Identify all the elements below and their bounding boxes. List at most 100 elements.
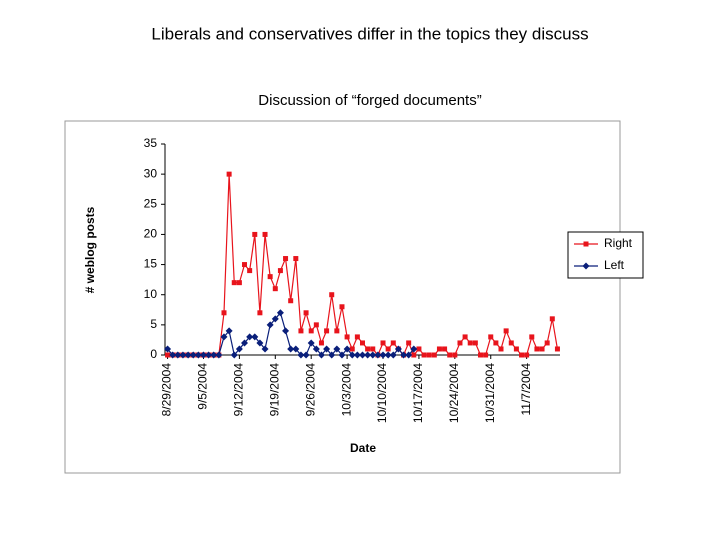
marker — [252, 231, 258, 237]
marker — [199, 351, 207, 359]
y-tick-label: 30 — [144, 166, 158, 180]
y-tick-label: 5 — [150, 317, 157, 331]
marker — [333, 345, 341, 353]
marker — [410, 345, 418, 353]
marker — [554, 346, 560, 352]
marker — [324, 328, 330, 334]
marker — [389, 351, 397, 359]
x-axis-title: Date — [350, 441, 376, 455]
marker — [348, 351, 356, 359]
marker — [169, 351, 177, 359]
marker — [364, 351, 372, 359]
marker — [513, 346, 519, 352]
x-tick-label: 9/19/2004 — [267, 363, 281, 417]
marker — [338, 351, 346, 359]
y-tick-label: 20 — [144, 227, 158, 241]
marker — [374, 351, 382, 359]
marker — [184, 351, 192, 359]
marker — [292, 345, 300, 353]
marker — [384, 351, 392, 359]
marker — [225, 327, 233, 335]
chart-frame — [64, 120, 621, 474]
marker — [344, 334, 350, 340]
marker — [231, 280, 237, 286]
marker — [220, 333, 228, 341]
marker — [318, 340, 324, 346]
marker — [251, 333, 259, 341]
marker — [339, 304, 345, 310]
marker — [369, 351, 377, 359]
marker — [447, 352, 453, 358]
marker — [272, 286, 278, 292]
marker — [194, 351, 202, 359]
marker — [544, 340, 550, 346]
marker — [406, 340, 412, 346]
marker — [165, 352, 171, 358]
marker — [298, 328, 304, 334]
x-tick-label: 8/29/2004 — [160, 363, 174, 417]
y-axis-title: # weblog posts — [83, 206, 97, 293]
marker — [405, 351, 413, 359]
marker — [390, 340, 396, 346]
x-tick-label: 9/26/2004 — [303, 363, 317, 417]
x-tick-label: 10/3/2004 — [339, 363, 353, 417]
marker — [266, 321, 274, 329]
marker — [349, 346, 355, 352]
marker — [467, 340, 473, 346]
marker — [452, 352, 458, 358]
marker — [353, 351, 361, 359]
marker — [323, 345, 331, 353]
marker — [174, 351, 182, 359]
marker — [411, 352, 417, 358]
marker — [385, 346, 391, 352]
marker — [365, 346, 371, 352]
chart-title: Discussion of “forged documents” — [258, 92, 481, 109]
marker — [246, 333, 254, 341]
marker — [256, 339, 264, 347]
marker — [370, 346, 376, 352]
marker — [354, 334, 360, 340]
marker — [221, 310, 227, 316]
marker — [400, 351, 408, 359]
marker — [498, 346, 504, 352]
marker — [524, 352, 530, 358]
marker — [230, 351, 238, 359]
marker — [271, 315, 279, 323]
slide-title: Liberals and conservatives differ in the… — [151, 24, 588, 43]
marker — [247, 268, 253, 274]
marker — [416, 346, 422, 352]
marker — [210, 351, 218, 359]
marker — [380, 340, 386, 346]
marker — [394, 345, 402, 353]
legend-label: Left — [604, 258, 625, 272]
marker — [483, 352, 489, 358]
marker — [328, 351, 336, 359]
marker — [303, 310, 309, 316]
y-tick-label: 35 — [144, 136, 158, 150]
marker — [488, 334, 494, 340]
marker — [549, 316, 555, 322]
marker — [359, 351, 366, 359]
marker — [529, 334, 535, 340]
marker — [283, 256, 289, 262]
marker — [262, 231, 268, 237]
marker — [334, 328, 340, 334]
marker — [241, 339, 249, 347]
marker — [235, 345, 243, 353]
marker — [343, 345, 351, 353]
marker — [288, 298, 294, 304]
x-tick-label: 11/7/2004 — [519, 363, 533, 416]
x-tick-label: 9/5/2004 — [196, 363, 210, 410]
marker — [307, 339, 315, 347]
marker — [297, 351, 305, 359]
x-tick-label: 10/10/2004 — [375, 363, 389, 423]
marker — [257, 310, 263, 316]
marker — [189, 351, 197, 359]
marker — [519, 352, 525, 358]
marker — [436, 346, 442, 352]
x-tick-label: 10/17/2004 — [411, 363, 425, 423]
marker — [329, 292, 335, 298]
marker — [477, 352, 483, 358]
marker — [462, 334, 468, 340]
